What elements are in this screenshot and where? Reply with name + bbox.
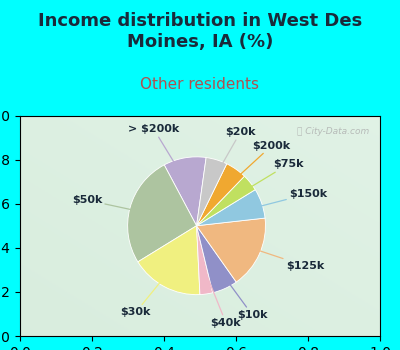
Text: Income distribution in West Des
Moines, IA (%): Income distribution in West Des Moines, …	[38, 12, 362, 51]
Text: $150k: $150k	[232, 189, 327, 213]
Text: $20k: $20k	[208, 127, 256, 189]
Wedge shape	[196, 176, 255, 226]
Wedge shape	[196, 218, 266, 282]
Wedge shape	[164, 157, 206, 226]
Wedge shape	[196, 226, 236, 293]
Text: $10k: $10k	[212, 260, 268, 320]
Text: $125k: $125k	[231, 241, 324, 271]
Wedge shape	[196, 190, 265, 226]
Text: $50k: $50k	[72, 195, 160, 216]
Wedge shape	[196, 164, 244, 226]
Text: ⓘ City-Data.com: ⓘ City-Data.com	[297, 127, 369, 135]
Text: $40k: $40k	[202, 263, 241, 328]
Text: > $200k: > $200k	[128, 124, 190, 188]
Wedge shape	[196, 226, 213, 295]
Text: $30k: $30k	[120, 259, 179, 317]
Wedge shape	[138, 226, 200, 295]
Wedge shape	[196, 158, 227, 226]
Text: Other residents: Other residents	[140, 77, 260, 92]
Text: $200k: $200k	[218, 141, 291, 195]
Wedge shape	[128, 165, 196, 262]
Text: $75k: $75k	[226, 160, 303, 202]
